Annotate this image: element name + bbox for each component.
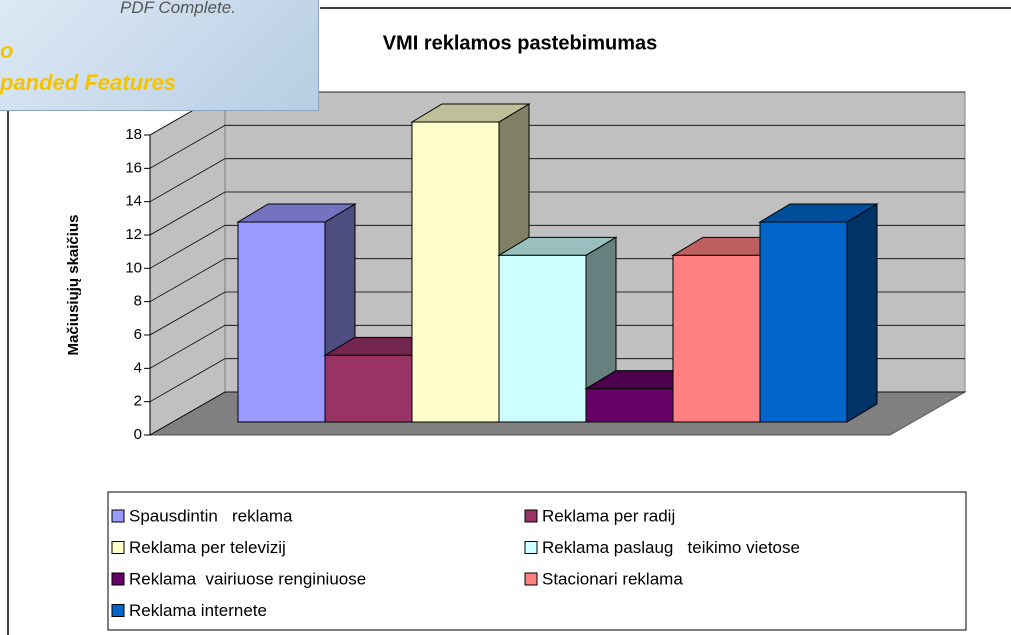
y-axis-label: Mačiusiųjų skaičius bbox=[65, 215, 82, 356]
legend-label: Reklama vairiuose renginiuose bbox=[129, 569, 366, 588]
y-tick-label: 10 bbox=[125, 259, 142, 276]
bar-side bbox=[846, 203, 878, 423]
legend-label: Stacionari reklama bbox=[542, 569, 683, 588]
legend-label: Reklama per radij bbox=[542, 506, 675, 525]
watermark-text: PDF Complete. bbox=[120, 0, 236, 17]
watermark-text: panded Features bbox=[0, 70, 177, 95]
bar bbox=[324, 354, 413, 423]
grid-line bbox=[149, 191, 965, 236]
y-tick-label: 18 bbox=[125, 126, 142, 143]
bar bbox=[237, 221, 326, 423]
y-tick-label: 8 bbox=[134, 293, 142, 310]
y-tick-label: 2 bbox=[134, 393, 142, 410]
legend-label: Spausdintin reklama bbox=[129, 506, 293, 525]
watermark: PDF Complete. o panded Features bbox=[0, 0, 319, 111]
bar bbox=[411, 121, 500, 423]
legend-swatch bbox=[524, 572, 538, 586]
watermark-text: o bbox=[0, 38, 14, 63]
legend-swatch bbox=[111, 572, 125, 586]
legend-label: Reklama paslaug teikimo vietose bbox=[542, 538, 800, 557]
legend-swatch bbox=[111, 541, 125, 554]
grid-line bbox=[149, 158, 965, 203]
bar bbox=[498, 254, 587, 423]
side-wall bbox=[149, 91, 226, 436]
grid-line bbox=[149, 224, 965, 269]
y-tick-label: 16 bbox=[125, 159, 142, 176]
legend-label: Reklama per televizij bbox=[129, 538, 286, 557]
legend-swatch bbox=[111, 509, 125, 523]
y-tick-label: 12 bbox=[125, 226, 142, 243]
bar bbox=[585, 388, 674, 423]
y-tick-label: 0 bbox=[134, 426, 142, 443]
legend-label: Reklama internete bbox=[129, 601, 267, 620]
y-tick-label: 6 bbox=[134, 326, 142, 343]
legend-swatch bbox=[111, 604, 125, 617]
chart-title: VMI reklamos pastebimumas bbox=[383, 32, 658, 54]
bar bbox=[759, 221, 848, 423]
legend-swatch bbox=[524, 509, 538, 523]
bar bbox=[672, 254, 761, 423]
legend-swatch bbox=[524, 541, 538, 554]
y-tick-label: 4 bbox=[134, 359, 142, 376]
grid-line bbox=[149, 124, 965, 169]
y-tick-label: 14 bbox=[125, 193, 142, 210]
